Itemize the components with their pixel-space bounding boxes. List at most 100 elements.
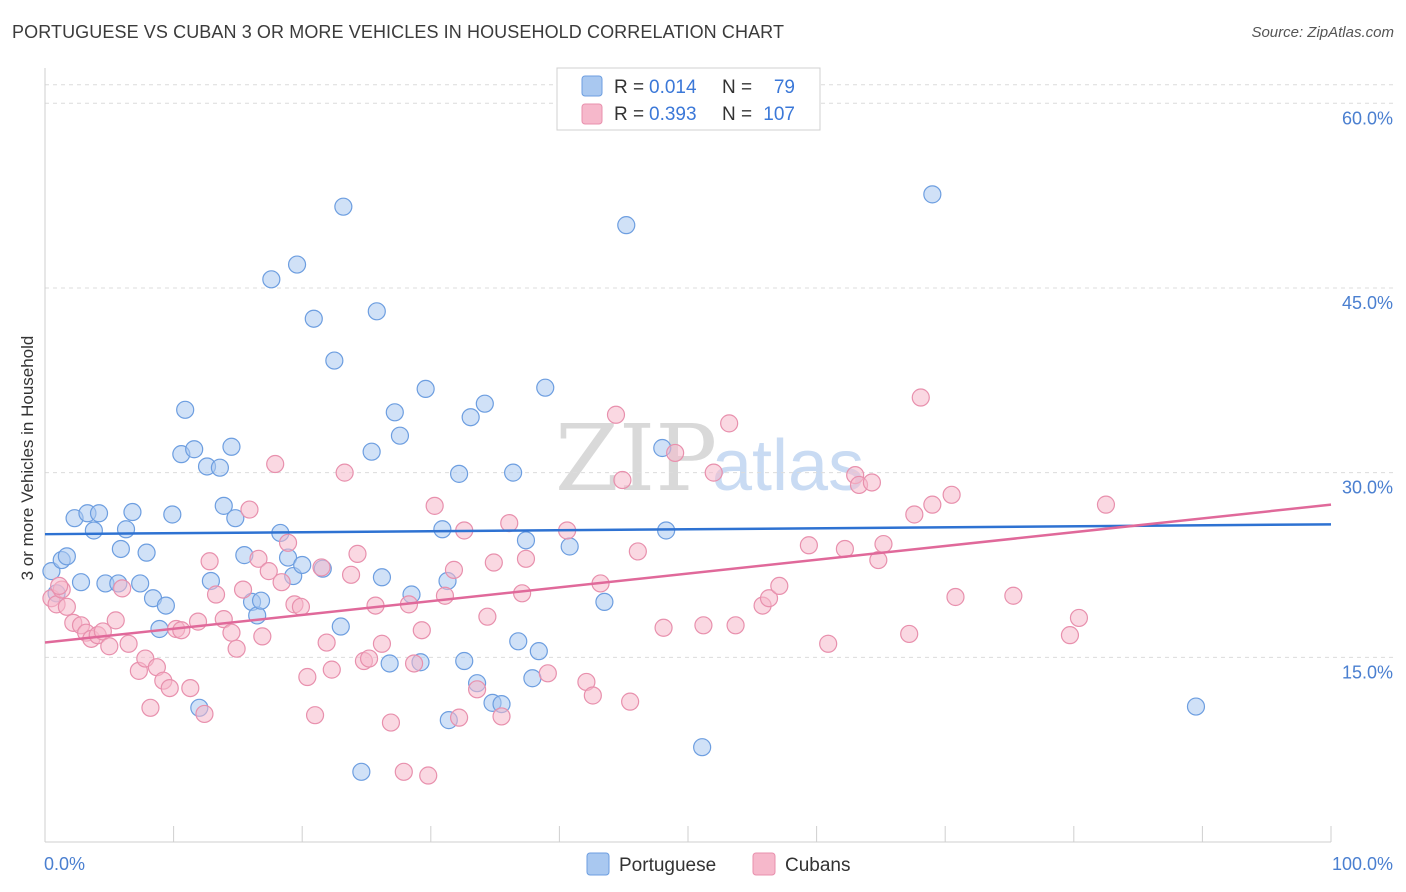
watermark-zip: ZIP — [555, 405, 717, 512]
point-cubans-103 — [1060, 626, 1080, 645]
bottom-legend-label-cubans: Cubans — [785, 855, 851, 876]
point-cubans-105 — [1096, 495, 1116, 514]
point-portuguese-71 — [560, 537, 579, 556]
point-cubans-41 — [305, 706, 325, 725]
point-cubans-29 — [227, 639, 246, 658]
point-portuguese-67 — [516, 531, 536, 550]
point-cubans-22 — [181, 678, 200, 698]
legend-swatch-portuguese — [581, 75, 603, 97]
point-cubans-36 — [272, 573, 291, 592]
point-portuguese-27 — [214, 496, 233, 515]
point-cubans-35 — [266, 454, 285, 474]
point-cubans-60 — [444, 560, 464, 579]
point-cubans-99 — [923, 495, 942, 514]
point-cubans-100 — [942, 485, 961, 504]
point-cubans-33 — [253, 627, 272, 646]
point-portuguese-45 — [352, 762, 371, 781]
point-cubans-64 — [478, 607, 497, 626]
point-cubans-88 — [799, 536, 818, 555]
point-portuguese-26 — [210, 458, 229, 477]
point-cubans-26 — [206, 585, 226, 604]
point-cubans-32 — [249, 549, 268, 568]
point-cubans-96 — [900, 624, 919, 644]
point-cubans-25 — [200, 552, 219, 571]
point-portuguese-34 — [262, 270, 281, 289]
point-cubans-13 — [119, 634, 138, 653]
point-portuguese-77 — [923, 185, 942, 204]
watermark: ZIP atlas — [555, 405, 864, 512]
point-portuguese-14 — [131, 574, 150, 593]
point-portuguese-0 — [42, 562, 61, 581]
point-portuguese-21 — [176, 400, 195, 419]
point-portuguese-60 — [461, 408, 480, 427]
bottom-legend-swatch-cubans — [752, 852, 776, 876]
point-cubans-69 — [516, 549, 536, 568]
point-cubans-40 — [298, 667, 317, 687]
point-portuguese-13 — [123, 502, 142, 522]
legend-r-value-portuguese: 0.014 — [649, 77, 697, 98]
y-tick-label-45: 45.0% — [1342, 293, 1393, 313]
point-portuguese-51 — [390, 426, 410, 445]
point-portuguese-54 — [416, 379, 435, 398]
point-cubans-61 — [449, 708, 469, 727]
trendline-portuguese — [44, 523, 1332, 536]
y-tick-label-60: 60.0% — [1342, 108, 1393, 128]
x-axis — [44, 68, 1332, 843]
point-cubans-93 — [862, 473, 881, 492]
legend-r-value-cubans: 0.393 — [649, 104, 697, 125]
point-cubans-76 — [613, 470, 632, 490]
point-cubans-19 — [160, 678, 179, 698]
legend-n-value-cubans: 107 — [763, 104, 795, 125]
trendlines — [44, 503, 1332, 644]
point-cubans-55 — [404, 654, 424, 673]
point-cubans-97 — [905, 505, 924, 524]
point-cubans-42 — [312, 558, 331, 577]
point-cubans-75 — [606, 405, 626, 424]
chart-title: PORTUGUESE VS CUBAN 3 OR MORE VEHICLES I… — [12, 22, 785, 42]
legend-n-label-portuguese: N = — [722, 77, 752, 98]
x-tick-label-max: 100.0% — [1332, 854, 1393, 874]
legend-n-label-cubans: N = — [722, 104, 752, 125]
point-cubans-31 — [240, 500, 259, 519]
point-cubans-11 — [106, 611, 125, 630]
legend-swatch-cubans — [581, 103, 603, 125]
point-portuguese-40 — [304, 309, 323, 328]
point-cubans-39 — [291, 597, 311, 616]
point-cubans-44 — [322, 660, 341, 679]
point-portuguese-76 — [693, 738, 712, 757]
point-cubans-66 — [492, 707, 511, 726]
point-cubans-73 — [583, 686, 602, 705]
point-cubans-28 — [222, 623, 241, 642]
point-cubans-68 — [513, 584, 532, 603]
legend-r-label-portuguese: R = — [614, 77, 644, 98]
point-cubans-24 — [195, 704, 214, 724]
point-portuguese-3 — [57, 547, 76, 566]
x-tick-label-min: 0.0% — [44, 854, 85, 874]
point-portuguese-42 — [325, 351, 344, 370]
point-cubans-63 — [467, 680, 487, 699]
point-cubans-46 — [341, 565, 361, 584]
point-cubans-84 — [726, 616, 745, 635]
point-portuguese-72 — [595, 592, 614, 612]
point-cubans-83 — [720, 414, 739, 433]
watermark-atlas: atlas — [712, 426, 864, 506]
point-cubans-77 — [621, 692, 640, 711]
point-cubans-70 — [538, 664, 557, 683]
point-portuguese-47 — [367, 302, 386, 321]
point-cubans-59 — [435, 586, 455, 605]
legend: R = 0.014 N = 79 R = 0.393 N = 107 — [556, 67, 821, 131]
point-portuguese-78 — [1186, 697, 1206, 716]
point-cubans-43 — [317, 633, 336, 652]
point-portuguese-62 — [475, 394, 494, 413]
point-portuguese-46 — [362, 442, 381, 461]
y-axis-title: 3 or more Vehicles in Household — [18, 336, 37, 581]
point-cubans-102 — [1004, 586, 1023, 605]
point-cubans-58 — [425, 496, 444, 515]
point-cubans-16 — [141, 698, 160, 717]
point-cubans-56 — [412, 621, 431, 640]
point-cubans-10 — [100, 637, 119, 656]
point-cubans-47 — [348, 544, 367, 563]
point-cubans-95 — [874, 534, 893, 554]
point-portuguese-48 — [372, 568, 392, 587]
